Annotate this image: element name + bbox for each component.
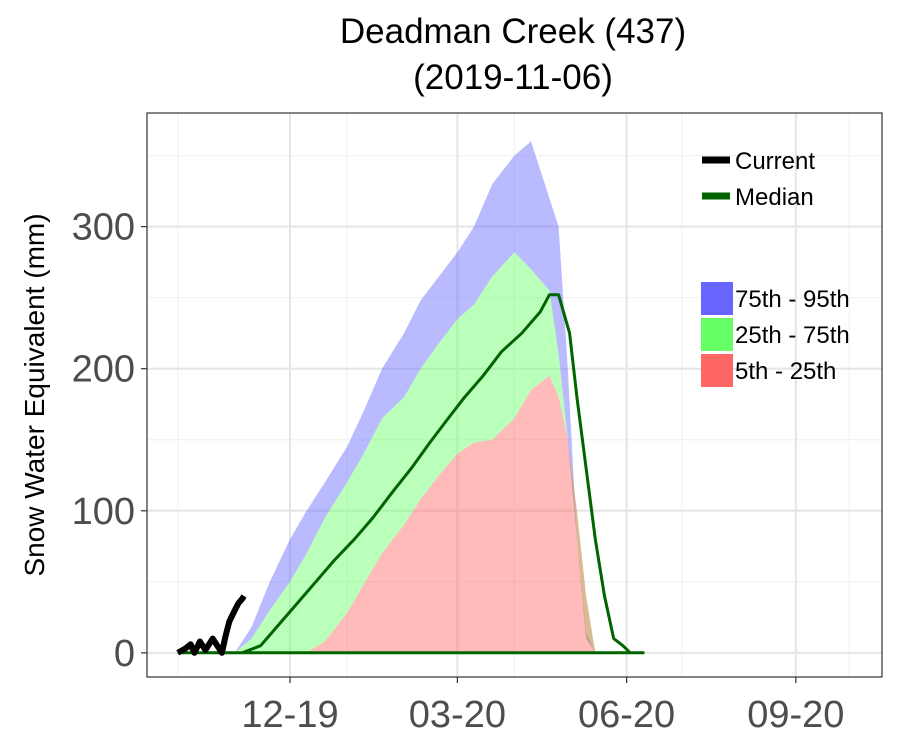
y-tick-label: 200 [72,349,135,391]
legend-label: 25th - 75th [735,322,850,349]
x-tick-label: 06-20 [578,694,675,736]
median-line [177,293,645,655]
legend-band-key [701,354,733,387]
legend-band-key [701,318,733,351]
legend-label: Current [735,148,815,175]
y-axis-label: Snow Water Equivalent (mm) [19,213,50,576]
legend-label: Median [735,184,814,211]
x-tick-label: 03-20 [409,694,506,736]
legend-label: 5th - 25th [735,358,836,385]
legend-band-key [701,282,733,315]
x-tick-label: 09-20 [747,694,844,736]
current-line [176,594,247,656]
band-5-25 [177,375,796,653]
y-tick-label: 300 [72,207,135,249]
x-tick-label: 12-19 [241,694,338,736]
chart-title: Deadman Creek (437) [339,12,687,51]
band-25-75 [177,252,796,653]
y-tick-label: 0 [114,633,135,675]
chart-subtitle: (2019-11-06) [413,58,613,97]
band-75-95 [177,141,796,653]
plot-border [146,112,883,678]
y-tick-label: 100 [72,491,135,533]
legend-label: 75th - 95th [735,286,850,313]
